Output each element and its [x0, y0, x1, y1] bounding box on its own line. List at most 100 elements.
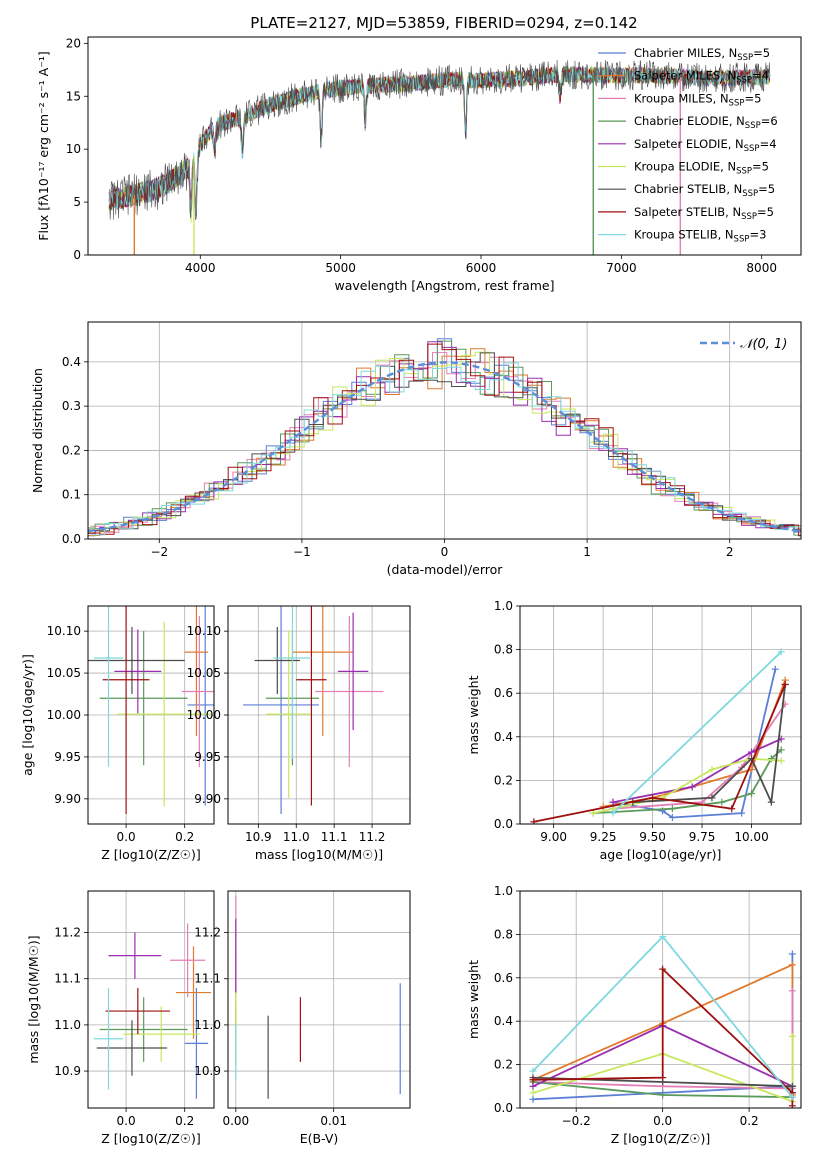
y-tick-label: 0.0: [494, 1101, 513, 1115]
x-tick-label: 9.50: [639, 830, 666, 844]
axes-frame: [519, 890, 802, 1109]
y-tick-label: 0.0: [62, 532, 81, 546]
x-tick-label: 5000: [325, 261, 356, 275]
axes-frame: [87, 605, 215, 825]
x-tick-label: −0.2: [562, 1114, 591, 1128]
legend-sub: SSP: [744, 144, 760, 154]
x-tick-label: −2: [150, 545, 168, 559]
x-tick-label: 6000: [466, 261, 497, 275]
x-axis-label: mass [log10(M/M☉)]: [255, 847, 383, 862]
histogram-series: [88, 352, 801, 534]
y-axis-label: age [log10(age/yr)]: [20, 654, 35, 776]
y-tick-label: 0.2: [62, 443, 81, 457]
legend-label: Chabrier ELODIE, NSSP=6: [634, 114, 778, 131]
weight-series: [532, 1036, 794, 1103]
plot-area: [235, 895, 401, 1099]
legend-sub: SSP: [745, 121, 761, 131]
y-tick-label: 11.0: [54, 1018, 81, 1032]
x-axis-label: Z [log10(Z/Z☉)]: [101, 847, 201, 862]
y-tick-label: 9.95: [54, 750, 81, 764]
y-tick-label: 9.95: [194, 750, 221, 764]
y-tick-label: 9.90: [54, 792, 81, 806]
axes-frame: [227, 890, 411, 1109]
plot-area: [243, 606, 384, 814]
x-tick-label: 0.0: [117, 1114, 136, 1128]
y-tick-label: 0.0: [494, 817, 513, 831]
histogram-series: [88, 341, 801, 532]
spectrum-series: [108, 59, 771, 221]
x-tick-label: −1: [293, 545, 311, 559]
y-tick-label: 10: [66, 142, 81, 156]
legend-nssp: =4: [760, 137, 777, 151]
y-axis-label: Normed distribution: [30, 368, 45, 493]
legend-nssp: =6: [761, 114, 778, 128]
y-tick-label: 11.1: [194, 972, 221, 986]
y-tick-label: 0: [73, 248, 81, 262]
y-tick-label: 10.00: [187, 708, 221, 722]
legend-sub: SSP: [736, 167, 752, 177]
plot-area: [93, 923, 212, 1099]
legend-sub: SSP: [729, 98, 745, 108]
legend-label: Salpeter MILES, NSSP=4: [634, 69, 769, 86]
y-tick-label: 11.2: [194, 926, 221, 940]
y-tick-label: 0.4: [494, 730, 513, 744]
legend-label: Chabrier MILES, NSSP=5: [634, 46, 770, 63]
x-tick-label: 10.9: [245, 830, 272, 844]
y-axis-label: Flux [fλ10⁻¹⁷ erg cm⁻² s⁻¹ A⁻¹]: [36, 51, 51, 240]
plot-area: [88, 338, 801, 537]
legend-sub: SSP: [737, 53, 753, 63]
x-tick-label: 0.2: [740, 1114, 759, 1128]
weight-series: [612, 703, 786, 810]
y-tick-label: 11.0: [194, 1018, 221, 1032]
plot-area: [530, 648, 789, 824]
plot-area: [88, 606, 214, 814]
legend-nssp: =5: [753, 46, 770, 60]
panel-spectrum: 4000 5000 6000 7000 8000 0 5 10 15 20 wavelength […: [36, 36, 802, 293]
x-axis-label: Z [log10(Z/Z☉)]: [101, 1131, 201, 1146]
x-tick-label: 0: [441, 545, 449, 559]
panel-weight-vs-age: 9.00 9.25 9.50 9.75 10.00 0.0 0.2 0.4 0.6 0.8 1.0 a…: [466, 599, 802, 862]
x-tick-label: 2: [726, 545, 734, 559]
plot-area: [529, 933, 796, 1108]
weight-series: [533, 684, 787, 823]
panel-mass-vs-Z: 0.0 0.2 10.9 11.0 11.1 11.2 Z [log10(Z/Z☉)] mas…: [26, 890, 215, 1146]
panel-age-vs-mass: 10.9 11.0 11.1 11.2 9.90 9.95 10.00 10.05 10.10 m…: [187, 605, 411, 862]
y-tick-label: 5: [73, 195, 81, 209]
y-axis-label: mass weight: [466, 960, 481, 1039]
legend-label: Kroupa ELODIE, NSSP=5: [634, 160, 769, 177]
y-tick-label: 15: [66, 89, 81, 103]
legend-label: Salpeter ELODIE, NSSP=4: [634, 137, 777, 154]
y-tick-label: 0.4: [62, 355, 81, 369]
y-tick-label: 11.1: [54, 972, 81, 986]
y-tick-label: 0.1: [62, 488, 81, 502]
y-tick-label: 10.10: [47, 624, 81, 638]
panel-age-vs-Z: 0.0 0.2 9.90 9.95 10.00 10.05 10.10 Z [log10(Z/…: [20, 605, 215, 862]
y-tick-label: 0.8: [494, 643, 513, 657]
x-tick-label: 10.00: [734, 830, 768, 844]
y-tick-label: 0.2: [494, 1058, 513, 1072]
x-tick-label: 0.0: [653, 1114, 672, 1128]
legend-nssp: =5: [758, 182, 775, 196]
weight-series: [612, 651, 782, 814]
x-tick-label: 11.0: [283, 830, 310, 844]
x-axis-label: (data-model)/error: [387, 562, 504, 577]
legend-nssp: =5: [757, 205, 774, 219]
y-tick-label: 9.90: [194, 792, 221, 806]
legend-label: Chabrier STELIB, NSSP=5: [634, 182, 775, 199]
y-tick-label: 1.0: [494, 884, 513, 898]
x-tick-label: 11.2: [359, 830, 386, 844]
x-axis-label: E(B-V): [300, 1131, 339, 1146]
y-tick-label: 10.05: [47, 666, 81, 680]
x-tick-label: 9.00: [540, 830, 567, 844]
x-tick-label: 0.00: [222, 1114, 249, 1128]
legend-nssp: =5: [744, 91, 761, 105]
x-tick-label: 8000: [746, 261, 777, 275]
legend-nssp: =3: [749, 228, 766, 242]
x-tick-label: 1: [583, 545, 591, 559]
x-tick-label: 4000: [185, 261, 216, 275]
legend: Chabrier MILES, NSSP=5 Salpeter MILES, NS…: [598, 46, 778, 245]
axes-frame: [87, 321, 802, 540]
histogram-series: [90, 362, 801, 536]
y-tick-label: 10.9: [54, 1064, 81, 1078]
